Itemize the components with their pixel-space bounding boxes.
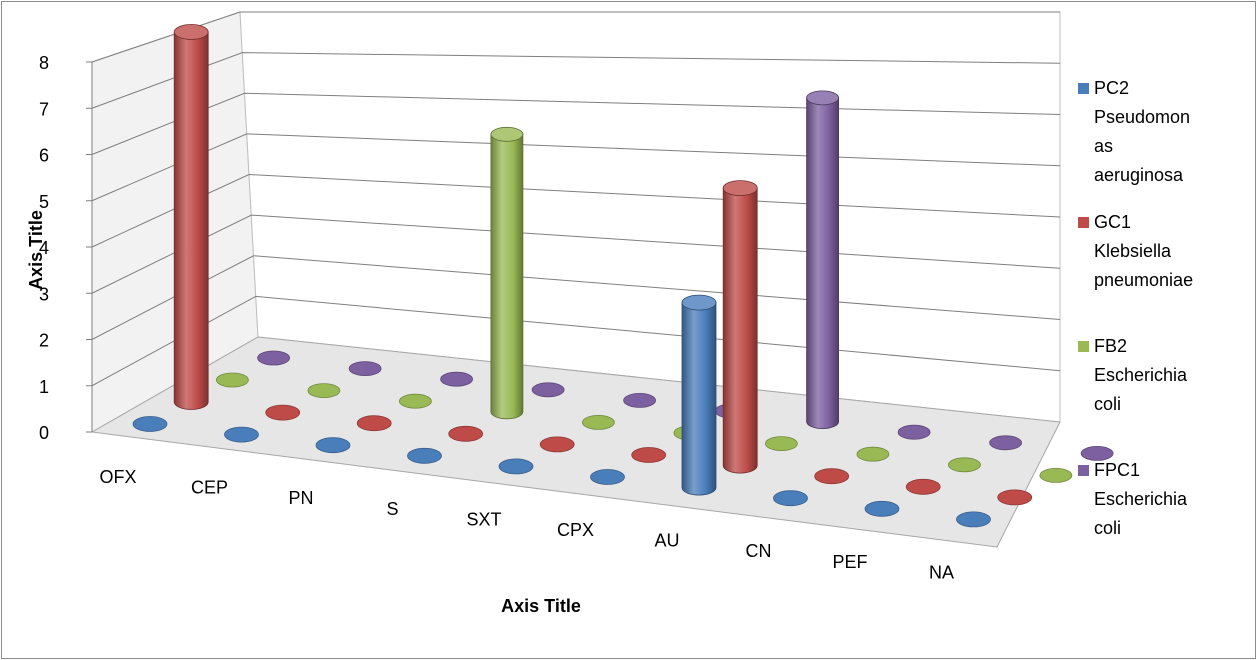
y-axis-title: Axis Title (26, 210, 46, 290)
zero-value-marker (864, 500, 900, 517)
legend-key-fb2 (1078, 341, 1089, 352)
zero-value-marker (398, 393, 432, 409)
y-tick-label: 4 (39, 238, 49, 258)
x-tick-label: S (386, 499, 398, 519)
zero-value-marker (773, 490, 808, 507)
zero-value-marker (307, 383, 341, 399)
zero-value-marker (356, 415, 392, 432)
cylinder-top (806, 90, 839, 106)
x-tick-label: SXT (466, 509, 501, 529)
zero-value-marker (989, 435, 1022, 451)
legend-item-pc2: PC2 Pseudomon as aeruginosa (1078, 74, 1238, 208)
zero-value-marker (257, 350, 291, 366)
zero-value-marker (590, 469, 625, 485)
gridline (91, 295, 1061, 387)
cylinder-top (490, 126, 524, 142)
legend-key-pc2 (1078, 83, 1089, 94)
legend-label-fb2: FB2 Escherichia coli (1094, 336, 1188, 414)
x-axis-title: Axis Title (501, 596, 581, 616)
zero-value-marker (623, 392, 656, 408)
zero-value-marker (498, 458, 534, 475)
cylinder-bar (173, 24, 209, 410)
gridline (91, 173, 1061, 248)
x-tick-label: AU (654, 531, 679, 551)
x-tick-label: PEF (832, 552, 867, 572)
cylinder-bar (806, 90, 839, 429)
cylinder-body (681, 302, 717, 496)
zero-value-marker (448, 425, 484, 442)
zero-value-marker (856, 446, 890, 462)
cylinder-top (681, 294, 717, 311)
zero-value-marker (956, 511, 991, 528)
y-tick-label: 5 (39, 192, 49, 212)
x-tick-label: CEP (191, 478, 228, 498)
zero-value-marker (1080, 445, 1114, 461)
zero-value-marker (224, 426, 259, 443)
legend: PC2 Pseudomon as aeruginosa GC1 Klebsiel… (1078, 74, 1238, 556)
zero-value-marker (440, 371, 474, 387)
zero-value-marker (631, 447, 667, 463)
gridline (91, 255, 1061, 340)
cylinder-body (490, 133, 524, 420)
zero-value-marker (997, 489, 1033, 506)
zero-value-marker (814, 468, 850, 485)
legend-item-fb2: FB2 Escherichia coli (1078, 332, 1238, 456)
x-tick-label: PN (288, 488, 313, 508)
cylinder-top (722, 180, 758, 197)
cylinder-bar (722, 180, 758, 474)
legend-item-fpc1: FPC1 Escherichia coli (1078, 456, 1238, 556)
zero-value-marker (582, 414, 615, 430)
gridline (91, 133, 1061, 202)
x-tick-label: NA (929, 562, 954, 582)
gridline (91, 11, 1060, 63)
zero-value-marker (407, 447, 442, 464)
zero-value-marker (215, 372, 249, 388)
y-tick-label: 0 (39, 423, 49, 443)
y-tick-label: 1 (39, 377, 49, 397)
zero-value-marker (132, 416, 168, 432)
gridline (91, 52, 1061, 109)
zero-value-marker (1039, 467, 1073, 483)
legend-key-gc1 (1078, 217, 1089, 228)
legend-label-gc1: GC1 Klebsiella pneumoniae (1094, 212, 1194, 290)
legend-key-fpc1 (1078, 465, 1089, 476)
gridline (91, 214, 1061, 294)
zero-value-marker (265, 404, 301, 421)
zero-value-marker (315, 437, 351, 454)
y-tick-label: 8 (39, 53, 49, 73)
cylinder-body (806, 97, 839, 429)
x-tick-label: CPX (557, 520, 594, 540)
x-tick-label: OFX (99, 467, 136, 487)
zero-value-marker (948, 457, 981, 473)
zero-value-marker (348, 361, 382, 377)
legend-label-pc2: PC2 Pseudomon as aeruginosa (1094, 78, 1191, 185)
cylinder-top (173, 24, 209, 40)
cylinder-body (722, 187, 758, 474)
y-tick-label: 2 (39, 331, 49, 351)
y-tick-label: 3 (39, 284, 49, 304)
zero-value-marker (539, 436, 575, 453)
gridline (91, 92, 1061, 155)
y-tick-label: 6 (39, 146, 49, 166)
zero-value-marker (531, 382, 565, 398)
legend-item-gc1: GC1 Klebsiella pneumoniae (1078, 208, 1238, 332)
legend-label-fpc1: FPC1 Escherichia coli (1094, 460, 1188, 538)
x-tick-label: CN (746, 541, 772, 561)
zero-value-marker (897, 424, 931, 440)
y-tick-label: 7 (39, 99, 49, 119)
zero-value-marker (905, 478, 941, 495)
cylinder-body (173, 31, 209, 410)
cylinder-bar (681, 294, 717, 496)
zero-value-marker (765, 436, 798, 452)
cylinder-bar (490, 126, 524, 420)
